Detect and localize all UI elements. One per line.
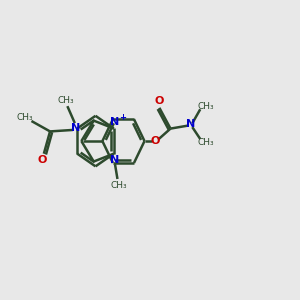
Text: O: O: [38, 155, 47, 165]
Text: CH₃: CH₃: [110, 181, 127, 190]
Text: CH₃: CH₃: [58, 96, 74, 105]
Text: N: N: [186, 119, 195, 129]
Text: CH₃: CH₃: [197, 138, 214, 147]
Text: CH₃: CH₃: [197, 102, 214, 111]
Text: CH₃: CH₃: [17, 113, 34, 122]
Text: N: N: [71, 124, 81, 134]
Text: +: +: [119, 113, 126, 122]
Text: N: N: [110, 155, 120, 165]
Text: O: O: [155, 96, 164, 106]
Text: O: O: [150, 136, 160, 146]
Text: N: N: [110, 117, 120, 127]
